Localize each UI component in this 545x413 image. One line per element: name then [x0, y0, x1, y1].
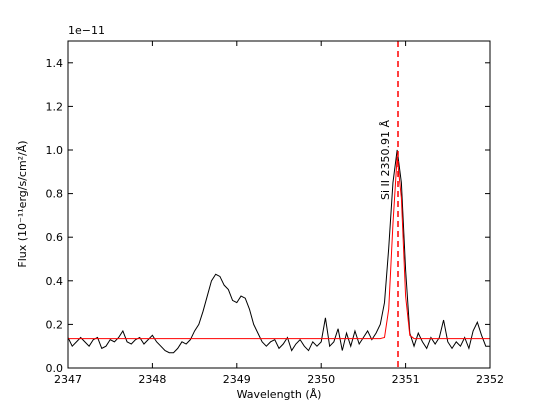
- x-tick-label: 2352: [476, 373, 504, 386]
- y-tick-label: 0.2: [46, 318, 64, 331]
- x-tick-label: 2347: [54, 373, 82, 386]
- x-tick-label: 2351: [392, 373, 420, 386]
- offset-text: 1e−11: [68, 24, 105, 37]
- x-axis-label: Wavelength (Å): [237, 388, 322, 401]
- y-axis-label: Flux (10⁻¹¹erg/s/cm²/Å): [16, 140, 29, 267]
- y-tick-label: 0.6: [46, 231, 64, 244]
- plot-frame: [67, 40, 491, 369]
- x-tick-label: 2349: [223, 373, 251, 386]
- y-tick-label: 0.8: [46, 188, 64, 201]
- x-tick-label: 2350: [307, 373, 335, 386]
- y-tick-label: 1.0: [46, 144, 64, 157]
- line-annotation: Si II 2350.91 Å: [379, 120, 392, 201]
- x-tick-label: 2348: [138, 373, 166, 386]
- y-tick-label: 1.2: [46, 100, 64, 113]
- spectrum-line: [68, 156, 490, 340]
- y-tick-label: 0.0: [46, 362, 64, 375]
- spectrum-line: [67, 149, 490, 354]
- y-tick-label: 1.4: [46, 57, 64, 70]
- y-tick-label: 0.4: [46, 275, 64, 288]
